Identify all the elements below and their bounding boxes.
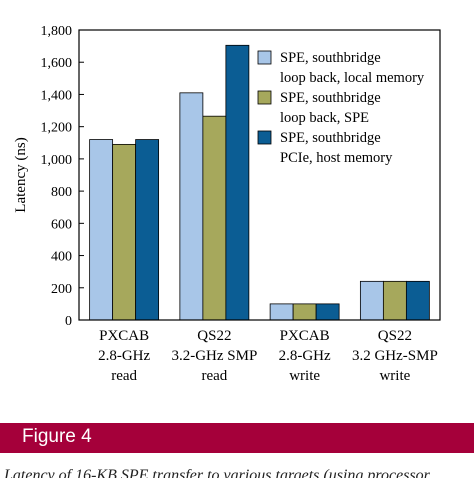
legend-entry-2: SPE, southbridge: [280, 90, 381, 106]
bar-series-1: [359, 280, 384, 321]
figure-label: Figure 4: [22, 426, 92, 447]
legend: SPE, southbridge loop back, local memory S…: [257, 50, 425, 166]
labels-layer: 0 200 400 600 800 1,000 1,200 1,400 1,600 1,800 La…: [13, 24, 438, 384]
legend-entry-3: PCIe, host memory: [280, 150, 393, 166]
x-category-label: write: [379, 368, 410, 384]
figure-banner: Figure 4: [0, 423, 474, 453]
legend-entry-1: SPE, southbridge: [280, 50, 381, 66]
x-category-label: 2.8-GHz: [279, 348, 331, 364]
bar-series-1: [89, 139, 114, 321]
bar-series-3: [315, 303, 340, 321]
x-category-label: write: [289, 368, 320, 384]
bar-series-3: [225, 44, 250, 321]
legend-entry-1: loop back, local memory: [280, 70, 425, 86]
plot-frame: [78, 29, 441, 321]
bar-series-3: [135, 139, 160, 321]
y-tick-label: 1,600: [41, 56, 73, 71]
x-category-label: 2.8-GHz: [98, 348, 150, 364]
y-tick-label: 400: [51, 250, 72, 265]
x-category-label: 3.2-GHz SMP: [171, 348, 257, 364]
y-tick-label: 600: [51, 217, 72, 232]
bar-series-2: [382, 280, 407, 321]
y-tick-label: 1,200: [41, 121, 73, 136]
x-category-label: QS22: [378, 328, 412, 344]
bar-series-2: [292, 303, 317, 321]
x-category-label: 3.2 GHz-SMP: [352, 348, 438, 364]
legend-swatch-2: [257, 90, 272, 105]
legend-entry-3: SPE, southbridge: [280, 130, 381, 146]
bar-series-1: [269, 303, 294, 321]
x-category-label: QS22: [197, 328, 231, 344]
figure-caption: Latency of 16-KB SPE transfer to various…: [4, 468, 474, 478]
figure-caption-text: Latency of 16-KB SPE transfer to various…: [4, 468, 430, 478]
bar-series-2: [202, 115, 227, 321]
x-category-label: PXCAB: [280, 328, 330, 344]
y-tick-label: 1,400: [41, 88, 73, 103]
y-axis-label: Latency (ns): [13, 137, 29, 212]
y-tick-label: 1,800: [41, 24, 73, 39]
y-tick-label: 200: [51, 282, 72, 297]
legend-swatch-1: [257, 50, 272, 65]
x-category-label: read: [201, 368, 227, 384]
bar-series-3: [405, 280, 430, 321]
bar-series-1: [179, 92, 204, 321]
bars-layer: [89, 44, 430, 321]
chart-svg: 0 200 400 600 800 1,000 1,200 1,400 1,600 1,800 La…: [13, 24, 441, 384]
y-tick-label: 1,000: [41, 153, 73, 168]
y-tick-label: 0: [65, 314, 72, 329]
legend-swatch-3: [257, 130, 272, 145]
x-category-label: read: [111, 368, 137, 384]
x-category-label: PXCAB: [99, 328, 149, 344]
axes-layer: [78, 29, 441, 321]
legend-entry-2: loop back, SPE: [280, 110, 369, 126]
bar-series-2: [112, 143, 137, 321]
chart: 0 200 400 600 800 1,000 1,200 1,400 1,600 1,800 La…: [13, 24, 441, 384]
y-tick-label: 800: [51, 185, 72, 200]
